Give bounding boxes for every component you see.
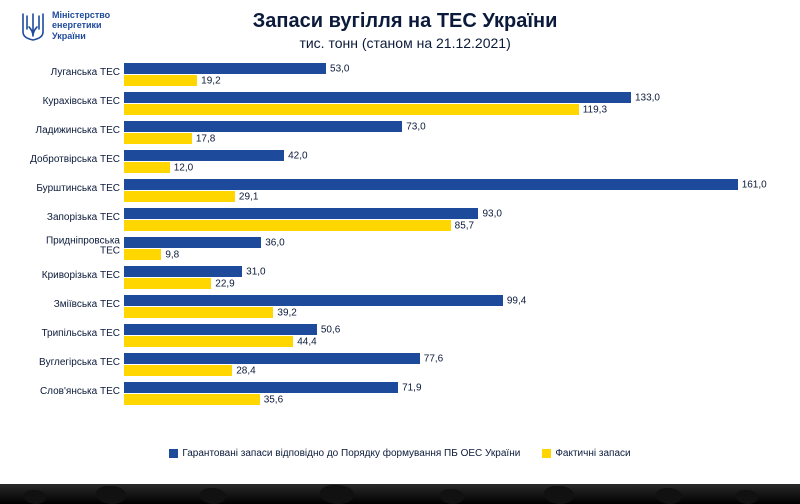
bar-actual: 29,1: [124, 191, 235, 202]
category-label: Добротвірська ТЕС: [28, 154, 120, 165]
footer-coal-strip: [0, 484, 800, 504]
value-guaranteed: 73,0: [406, 121, 425, 132]
category-group: Зміївська ТЕС99,439,2: [124, 293, 772, 316]
category-group: Запорізька ТЕС93,085,7: [124, 206, 772, 229]
category-label: Трипільська ТЕС: [28, 328, 120, 339]
category-label: Курахівська ТЕС: [28, 96, 120, 107]
header: Міністерство енергетики України Запаси в…: [0, 0, 800, 55]
bar-actual: 22,9: [124, 278, 211, 289]
category-label: Криворізька ТЕС: [28, 270, 120, 281]
bar-guaranteed: 77,6: [124, 353, 420, 364]
bar-actual: 35,6: [124, 394, 260, 405]
bar-guaranteed: 53,0: [124, 63, 326, 74]
legend-item-guaranteed: Гарантовані запаси відповідно до Порядку…: [169, 448, 520, 459]
title-block: Запаси вугілля на ТЕС України тис. тонн …: [30, 10, 780, 51]
category-label: Запорізька ТЕС: [28, 212, 120, 223]
value-guaranteed: 93,0: [482, 208, 501, 219]
value-guaranteed: 71,9: [402, 382, 421, 393]
bar-guaranteed: 73,0: [124, 121, 402, 132]
value-guaranteed: 42,0: [288, 150, 307, 161]
value-actual: 28,4: [236, 365, 255, 376]
coal-lump: [656, 488, 682, 504]
value-actual: 9,8: [165, 249, 179, 260]
bar-guaranteed: 50,6: [124, 324, 317, 335]
value-actual: 119,3: [583, 104, 607, 115]
value-actual: 12,0: [174, 162, 193, 173]
category-label: Вуглегірська ТЕС: [28, 357, 120, 368]
legend-label-actual: Фактичні запаси: [555, 448, 630, 459]
value-guaranteed: 161,0: [742, 179, 767, 190]
bar-actual: 19,2: [124, 75, 197, 86]
bar-guaranteed: 36,0: [124, 237, 261, 248]
category-group: Курахівська ТЕС133,0119,3: [124, 90, 772, 113]
value-guaranteed: 99,4: [507, 295, 526, 306]
coal-lump: [24, 490, 46, 504]
plot-area: Луганська ТЕС53,019,2 Курахівська ТЕС133,…: [124, 61, 772, 441]
category-group: Бурштинська ТЕС161,029,1: [124, 177, 772, 200]
category-group: Луганська ТЕС53,019,2: [124, 61, 772, 84]
bar-actual: 44,4: [124, 336, 293, 347]
bar-guaranteed: 133,0: [124, 92, 631, 103]
coal-lump: [736, 490, 758, 504]
bar-guaranteed: 42,0: [124, 150, 284, 161]
coal-lump: [544, 486, 574, 504]
value-actual: 35,6: [264, 394, 283, 405]
bar-actual: 28,4: [124, 365, 232, 376]
bar-actual: 39,2: [124, 307, 273, 318]
category-label: Придніпровська ТЕС: [28, 236, 120, 257]
legend-item-actual: Фактичні запаси: [542, 448, 630, 459]
legend-swatch-guaranteed: [169, 449, 178, 458]
chart-title: Запаси вугілля на ТЕС України: [30, 10, 780, 33]
category-group: Добротвірська ТЕС42,012,0: [124, 148, 772, 171]
value-guaranteed: 31,0: [246, 266, 265, 277]
category-group: Вуглегірська ТЕС77,628,4: [124, 351, 772, 374]
category-group: Ладижинська ТЕС73,017,8: [124, 119, 772, 142]
category-group: Криворізька ТЕС31,022,9: [124, 264, 772, 287]
bar-guaranteed: 161,0: [124, 179, 738, 190]
category-label: Слов'янська ТЕС: [28, 386, 120, 397]
legend-swatch-actual: [542, 449, 551, 458]
bar-guaranteed: 31,0: [124, 266, 242, 277]
coal-lump: [320, 485, 354, 504]
value-guaranteed: 50,6: [321, 324, 340, 335]
coal-lump: [440, 489, 464, 504]
bar-guaranteed: 71,9: [124, 382, 398, 393]
value-actual: 29,1: [239, 191, 258, 202]
category-label: Бурштинська ТЕС: [28, 183, 120, 194]
bar-actual: 12,0: [124, 162, 170, 173]
coal-lump: [96, 486, 126, 504]
value-guaranteed: 77,6: [424, 353, 443, 364]
value-actual: 85,7: [455, 220, 474, 231]
category-group: Слов'янська ТЕС71,935,6: [124, 380, 772, 403]
bar-actual: 119,3: [124, 104, 579, 115]
value-actual: 39,2: [277, 307, 296, 318]
coal-lump: [200, 488, 226, 504]
value-guaranteed: 133,0: [635, 92, 660, 103]
category-label: Луганська ТЕС: [28, 67, 120, 78]
value-actual: 19,2: [201, 75, 220, 86]
category-group: Придніпровська ТЕС36,09,8: [124, 235, 772, 258]
category-group: Трипільська ТЕС50,644,4: [124, 322, 772, 345]
value-actual: 22,9: [215, 278, 234, 289]
bar-guaranteed: 93,0: [124, 208, 478, 219]
value-actual: 44,4: [297, 336, 316, 347]
chart: Луганська ТЕС53,019,2Курахівська ТЕС133,…: [28, 61, 772, 459]
bar-actual: 9,8: [124, 249, 161, 260]
bar-actual: 85,7: [124, 220, 451, 231]
legend: Гарантовані запаси відповідно до Порядку…: [28, 448, 772, 459]
value-guaranteed: 53,0: [330, 63, 349, 74]
legend-label-guaranteed: Гарантовані запаси відповідно до Порядку…: [182, 448, 520, 459]
bar-guaranteed: 99,4: [124, 295, 503, 306]
page: Міністерство енергетики України Запаси в…: [0, 0, 800, 504]
category-label: Ладижинська ТЕС: [28, 125, 120, 136]
category-label: Зміївська ТЕС: [28, 299, 120, 310]
chart-subtitle: тис. тонн (станом на 21.12.2021): [30, 35, 780, 51]
bar-actual: 17,8: [124, 133, 192, 144]
value-guaranteed: 36,0: [265, 237, 284, 248]
value-actual: 17,8: [196, 133, 215, 144]
